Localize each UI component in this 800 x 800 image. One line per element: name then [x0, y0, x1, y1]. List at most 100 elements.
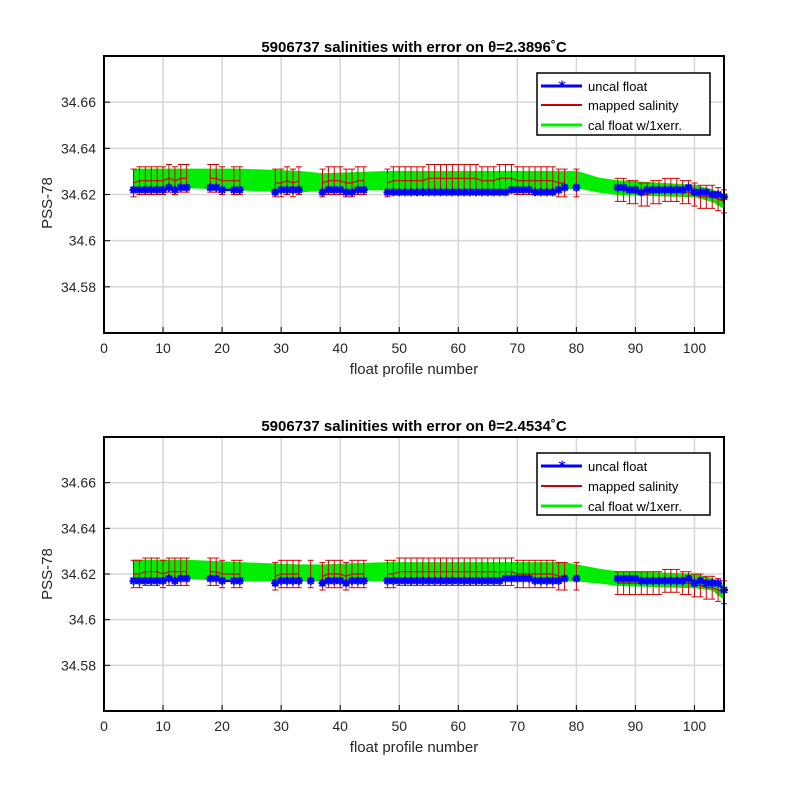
- y-tick-label: 34.62: [61, 187, 96, 203]
- uncal-float-point: [159, 576, 168, 585]
- x-tick-label: 20: [214, 340, 230, 356]
- uncal-float-point: [625, 185, 634, 194]
- uncal-float-point: [129, 185, 138, 194]
- uncal-float-point: [336, 576, 345, 585]
- legend-label-mapped: mapped salinity: [588, 98, 679, 113]
- uncal-float-point: [412, 188, 421, 197]
- uncal-float-point: [666, 185, 675, 194]
- uncal-float-point: [170, 576, 179, 585]
- uncal-float-point: [649, 185, 658, 194]
- uncal-float-point: [182, 183, 191, 192]
- uncal-float-point: [206, 574, 215, 583]
- uncal-float-point: [613, 183, 622, 192]
- uncal-float-point: [708, 579, 717, 588]
- x-tick-label: 40: [332, 340, 348, 356]
- uncal-float-point: [714, 190, 723, 199]
- uncal-float-point: [218, 185, 227, 194]
- uncal-float-point: [407, 576, 416, 585]
- uncal-float-point: [176, 183, 185, 192]
- uncal-float-point: [714, 579, 723, 588]
- uncal-float-point: [395, 576, 404, 585]
- uncal-float-point: [572, 574, 581, 583]
- y-tick-label: 34.58: [61, 279, 96, 295]
- uncal-float-point: [318, 188, 327, 197]
- x-tick-label: 90: [628, 340, 644, 356]
- uncal-float-point: [477, 188, 486, 197]
- uncal-float-point: [424, 576, 433, 585]
- uncal-float-point: [542, 188, 551, 197]
- uncal-float-point: [330, 185, 339, 194]
- uncal-float-point: [383, 576, 392, 585]
- x-tick-label: 70: [510, 718, 526, 734]
- uncal-float-point: [294, 185, 303, 194]
- uncal-float-point: [489, 188, 498, 197]
- uncal-float-point: [348, 188, 356, 197]
- uncal-float-point: [271, 579, 280, 588]
- uncal-float-point: [395, 188, 404, 197]
- x-tick-label: 80: [569, 718, 585, 734]
- uncal-float-point: [501, 188, 510, 197]
- uncal-float-point: [619, 574, 628, 583]
- uncal-float-point: [472, 188, 480, 197]
- uncal-float-point: [572, 183, 581, 192]
- uncal-float-point: [212, 574, 221, 583]
- uncal-float-point: [442, 188, 451, 197]
- uncal-float-point: [631, 574, 640, 583]
- uncal-float-point: [548, 576, 557, 585]
- mapped-salinity-line: [322, 573, 364, 577]
- uncal-float-point: [324, 576, 333, 585]
- uncal-float-point: [489, 576, 498, 585]
- y-tick-label: 34.6: [69, 612, 96, 628]
- x-tick-label: 30: [273, 718, 289, 734]
- uncal-float-point: [389, 576, 398, 585]
- x-axis-label: float profile number: [350, 361, 478, 378]
- x-tick-label: 0: [100, 340, 108, 356]
- uncal-float-point: [271, 188, 280, 197]
- uncal-float-point: [424, 188, 433, 197]
- uncal-float-point: [442, 576, 451, 585]
- uncal-float-point: [548, 188, 557, 197]
- uncal-float-point: [460, 188, 469, 197]
- uncal-float-point: [507, 185, 516, 194]
- uncal-float-point: [519, 574, 528, 583]
- x-tick-label: 100: [683, 718, 707, 734]
- uncal-float-point: [407, 188, 416, 197]
- uncal-float-point: [283, 576, 292, 585]
- uncal-float-point: [141, 185, 150, 194]
- uncal-float-point: [182, 574, 191, 583]
- uncal-float-point: [147, 576, 156, 585]
- uncal-float-point: [495, 188, 504, 197]
- uncal-float-point: [294, 576, 303, 585]
- legend: * uncal float mapped salinity cal float …: [536, 452, 711, 516]
- uncal-float-point: [536, 576, 545, 585]
- uncal-float-point: [672, 185, 681, 194]
- uncal-float-point: [277, 576, 286, 585]
- uncal-float-point: [141, 576, 150, 585]
- x-tick-label: 30: [273, 340, 289, 356]
- uncal-float-point: [655, 576, 664, 585]
- uncal-float-point: [448, 576, 457, 585]
- uncal-float-point: [235, 185, 244, 194]
- y-tick-label: 34.66: [61, 475, 96, 491]
- uncal-float-point: [649, 576, 658, 585]
- uncal-float-point: [643, 576, 652, 585]
- chart-panel-top: 5906737 salinities with error on θ=2.389…: [39, 39, 728, 378]
- chart-title: 5906737 salinities with error on θ=2.389…: [261, 39, 567, 56]
- uncal-float-point: [536, 188, 545, 197]
- uncal-float-point: [637, 188, 646, 197]
- uncal-float-point: [696, 576, 705, 585]
- uncal-float-point: [229, 576, 238, 585]
- uncal-float-point: [401, 188, 410, 197]
- x-tick-label: 90: [628, 718, 644, 734]
- uncal-float-point: [418, 576, 427, 585]
- uncal-float-point: [147, 185, 156, 194]
- uncal-float-point: [436, 188, 445, 197]
- uncal-float-point: [460, 576, 469, 585]
- x-tick-label: 10: [155, 340, 171, 356]
- uncal-float-point: [483, 188, 492, 197]
- uncal-float-point: [401, 576, 410, 585]
- uncal-float-point: [684, 183, 693, 192]
- uncal-float-point: [643, 185, 652, 194]
- uncal-float-point: [353, 185, 362, 194]
- uncal-float-point: [277, 185, 286, 194]
